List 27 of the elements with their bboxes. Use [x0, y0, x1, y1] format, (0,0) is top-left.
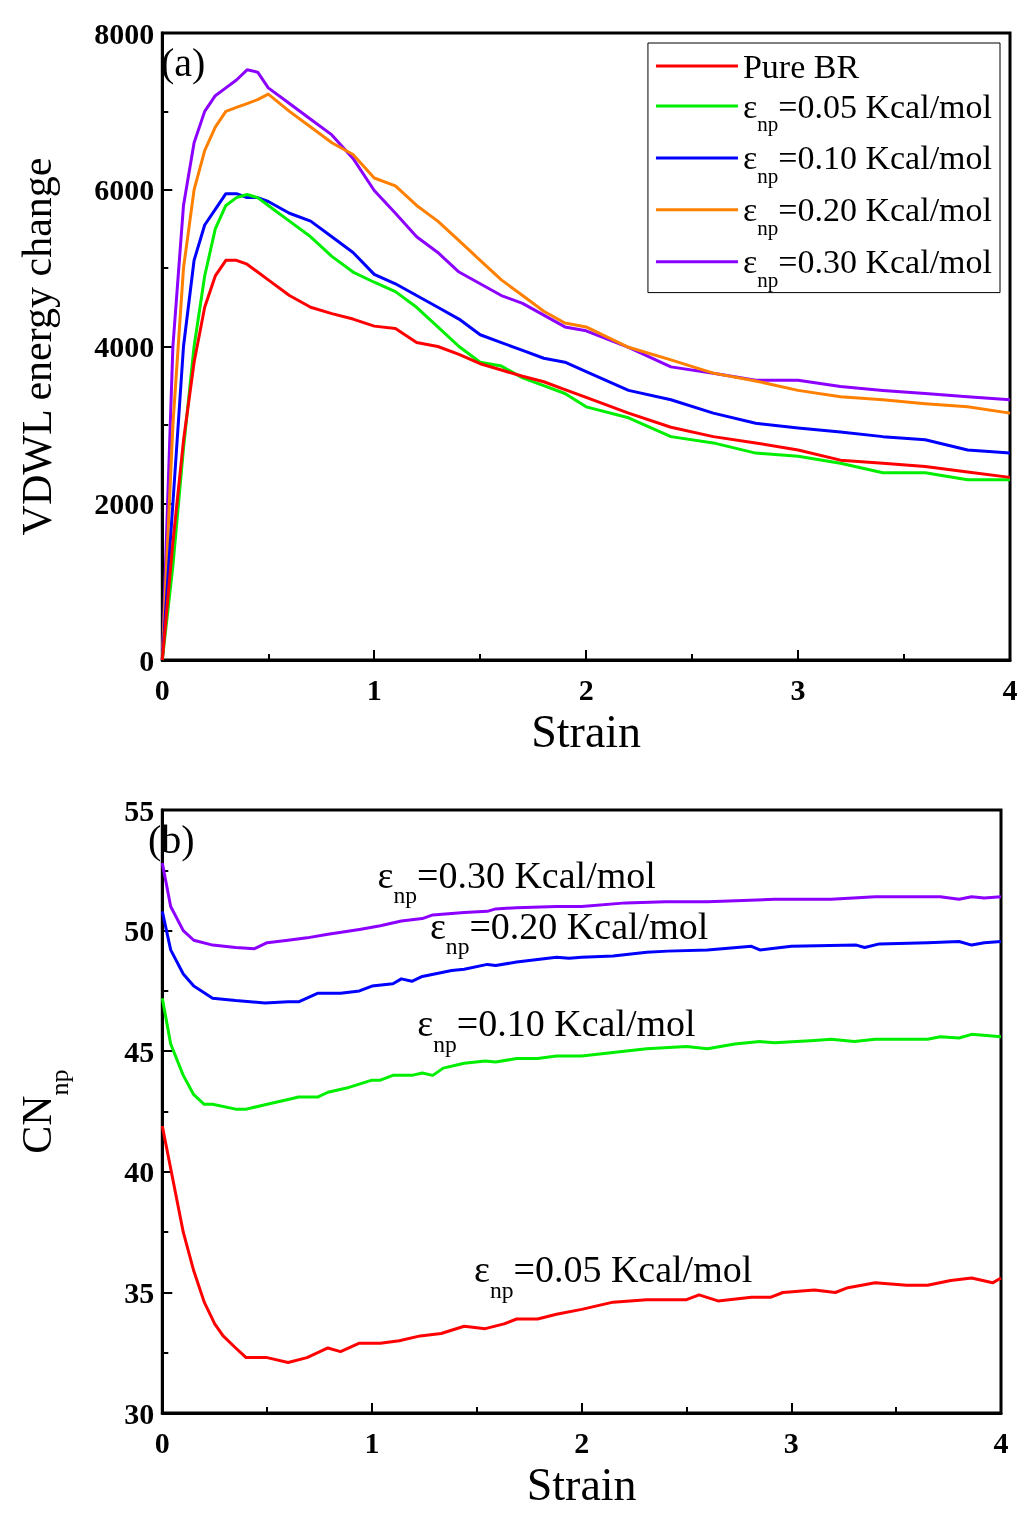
line-series: [160, 909, 1003, 1005]
legend-label: Pure BR: [742, 47, 860, 85]
y-axis-title: VDWL energy change: [14, 157, 60, 536]
y-tick-label: 0: [139, 643, 155, 677]
y-tick-label: 45: [124, 1034, 155, 1068]
line-series: [160, 1124, 1003, 1364]
x-tick-label: 1: [364, 1425, 380, 1459]
y-tick-label: 40: [124, 1155, 155, 1189]
y-tick-label: 35: [124, 1275, 155, 1309]
x-tick-label: 3: [790, 672, 806, 706]
chart-title: (a): [161, 39, 206, 85]
x-axis-title: Strain: [531, 706, 642, 758]
x-axis-title: Strain: [526, 1459, 637, 1511]
x-tick-label: 3: [783, 1425, 799, 1459]
x-tick-label: 2: [578, 672, 594, 706]
x-tick-label: 4: [993, 1425, 1009, 1459]
y-tick-label: 2000: [94, 486, 155, 520]
x-tick-label: 2: [574, 1425, 590, 1459]
y-tick-label: 8000: [94, 16, 155, 50]
y-tick-label: 4000: [94, 330, 155, 363]
y-tick-label: 30: [124, 1396, 155, 1430]
x-tick-label: 4: [1002, 672, 1018, 706]
y-tick-label: 6000: [94, 173, 155, 207]
x-tick-label: 1: [366, 672, 382, 706]
y-axis-title: CNnp: [14, 1069, 75, 1154]
line-series: [160, 996, 1003, 1111]
y-tick-label: 50: [124, 914, 155, 948]
